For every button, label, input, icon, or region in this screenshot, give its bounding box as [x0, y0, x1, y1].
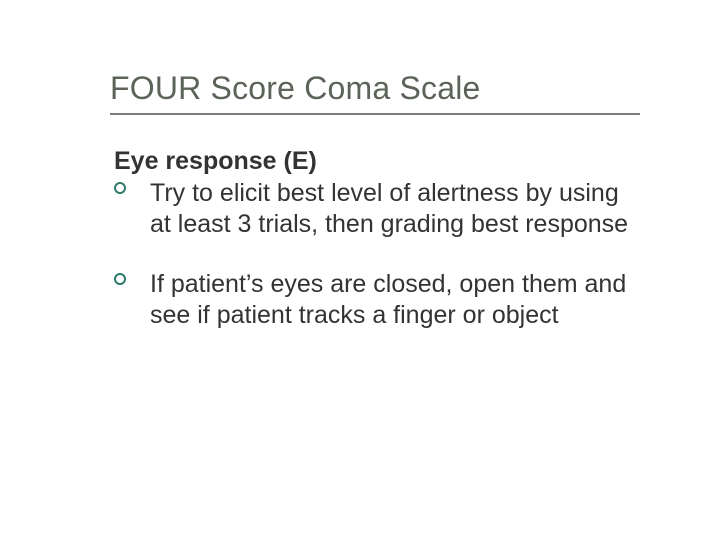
ring-bullet-icon — [114, 182, 126, 194]
list-item-text: Try to elicit best level of alertness by… — [150, 179, 628, 238]
section-heading-eye-response: Eye response (E) — [114, 147, 640, 176]
title-underline — [110, 113, 640, 115]
list-item: If patient’s eyes are closed, open them … — [114, 269, 640, 332]
list-item: Try to elicit best level of alertness by… — [114, 178, 640, 241]
ring-bullet-icon — [114, 273, 126, 285]
slide-title: FOUR Score Coma Scale — [110, 70, 640, 107]
slide: FOUR Score Coma Scale Eye response (E) T… — [0, 0, 720, 540]
list-item-text: If patient’s eyes are closed, open them … — [150, 270, 626, 329]
bullet-list: Try to elicit best level of alertness by… — [110, 178, 640, 331]
